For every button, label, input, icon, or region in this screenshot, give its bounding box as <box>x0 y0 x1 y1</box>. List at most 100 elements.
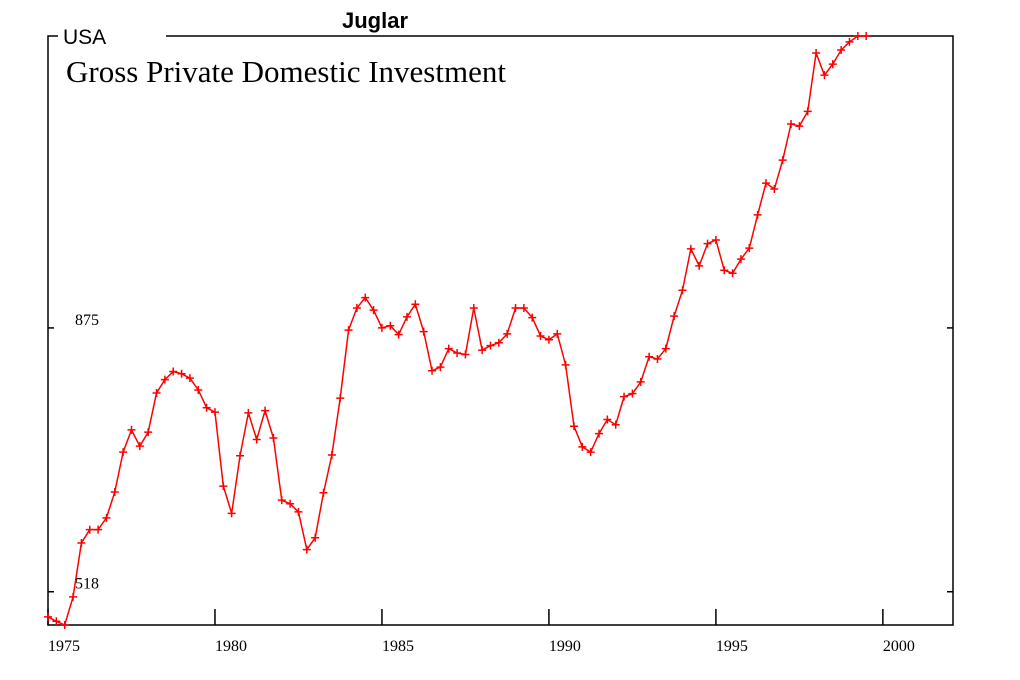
point-marker <box>778 156 787 165</box>
x-tick-label: 1980 <box>215 638 247 655</box>
point-marker <box>236 451 245 460</box>
point-marker <box>402 312 411 321</box>
point-marker <box>703 239 712 248</box>
point-marker <box>603 415 612 424</box>
x-tick-label: 1995 <box>716 638 748 655</box>
point-marker <box>244 408 253 417</box>
point-marker <box>286 499 295 508</box>
point-marker <box>828 60 837 69</box>
point-marker <box>144 428 153 437</box>
point-marker <box>711 235 720 244</box>
point-marker <box>803 107 812 116</box>
point-marker <box>795 122 804 131</box>
point-marker <box>210 408 219 417</box>
point-marker <box>853 32 862 40</box>
point-marker <box>561 360 570 369</box>
point-marker <box>102 513 111 522</box>
point-marker <box>219 482 228 491</box>
point-marker <box>127 425 136 434</box>
point-marker <box>411 300 420 309</box>
point-marker <box>620 392 629 401</box>
point-marker <box>311 533 320 542</box>
point-marker <box>394 330 403 339</box>
point-marker <box>628 389 637 398</box>
chart-title: Gross Private Domestic Investment <box>66 54 506 89</box>
point-marker <box>761 179 770 188</box>
point-marker <box>77 538 86 547</box>
point-marker <box>670 312 679 321</box>
plot-layer: 1975 1980 1985 1990 1995 2000 518 875 <box>44 32 953 655</box>
point-marker <box>269 434 278 443</box>
point-marker <box>428 366 437 375</box>
point-marker <box>553 329 562 338</box>
point-marker <box>52 617 61 626</box>
x-tick-label: 1975 <box>48 638 80 655</box>
point-marker <box>686 244 695 253</box>
point-marker <box>110 487 119 496</box>
point-marker <box>611 420 620 429</box>
point-marker <box>361 293 370 302</box>
point-marker <box>528 313 537 322</box>
point-marker <box>135 442 144 451</box>
point-marker <box>837 46 846 55</box>
y-tick-label: 875 <box>75 312 99 329</box>
point-marker <box>336 394 345 403</box>
point-marker <box>44 612 52 621</box>
point-marker <box>753 210 762 219</box>
point-marker <box>419 327 428 336</box>
point-marker <box>486 341 495 350</box>
point-marker <box>169 367 178 376</box>
point-marker <box>436 363 445 372</box>
point-marker <box>645 352 654 361</box>
point-marker <box>344 326 353 335</box>
point-marker <box>185 374 194 383</box>
point-marker <box>494 338 503 347</box>
point-marker <box>369 306 378 315</box>
point-marker <box>503 329 512 338</box>
point-marker <box>595 429 604 438</box>
point-marker <box>252 435 261 444</box>
point-marker <box>787 119 796 128</box>
point-marker <box>94 525 103 534</box>
point-marker <box>862 32 871 40</box>
point-marker <box>302 545 311 554</box>
point-marker <box>544 335 553 344</box>
x-tick-label: 1990 <box>549 638 581 655</box>
point-marker <box>261 406 270 415</box>
suptitle: Juglar <box>342 8 408 33</box>
point-marker <box>294 507 303 516</box>
point-marker <box>469 303 478 312</box>
point-marker <box>511 303 520 312</box>
point-marker <box>377 323 386 332</box>
point-marker <box>653 354 662 363</box>
point-marker <box>745 244 754 253</box>
point-marker <box>812 48 821 57</box>
point-marker <box>119 448 128 457</box>
point-marker <box>444 344 453 353</box>
region-label: USA <box>63 26 106 49</box>
point-marker <box>85 525 94 534</box>
point-marker <box>720 266 729 275</box>
point-marker <box>319 488 328 497</box>
point-marker <box>327 451 336 460</box>
point-marker <box>60 621 69 629</box>
point-marker <box>770 184 779 193</box>
point-marker <box>695 261 704 270</box>
point-marker <box>519 303 528 312</box>
point-marker <box>202 403 211 412</box>
y-tick-label: 518 <box>75 576 99 593</box>
point-marker <box>536 332 545 341</box>
point-marker <box>678 286 687 295</box>
point-marker <box>277 496 286 505</box>
point-marker <box>453 349 462 358</box>
point-marker <box>478 346 487 355</box>
label-backdrop <box>58 26 166 46</box>
point-marker <box>352 303 361 312</box>
point-marker <box>661 344 670 353</box>
point-marker <box>227 509 236 518</box>
point-marker <box>728 269 737 278</box>
point-marker <box>820 71 829 80</box>
point-marker <box>569 422 578 431</box>
x-tick-label: 2000 <box>883 638 915 655</box>
